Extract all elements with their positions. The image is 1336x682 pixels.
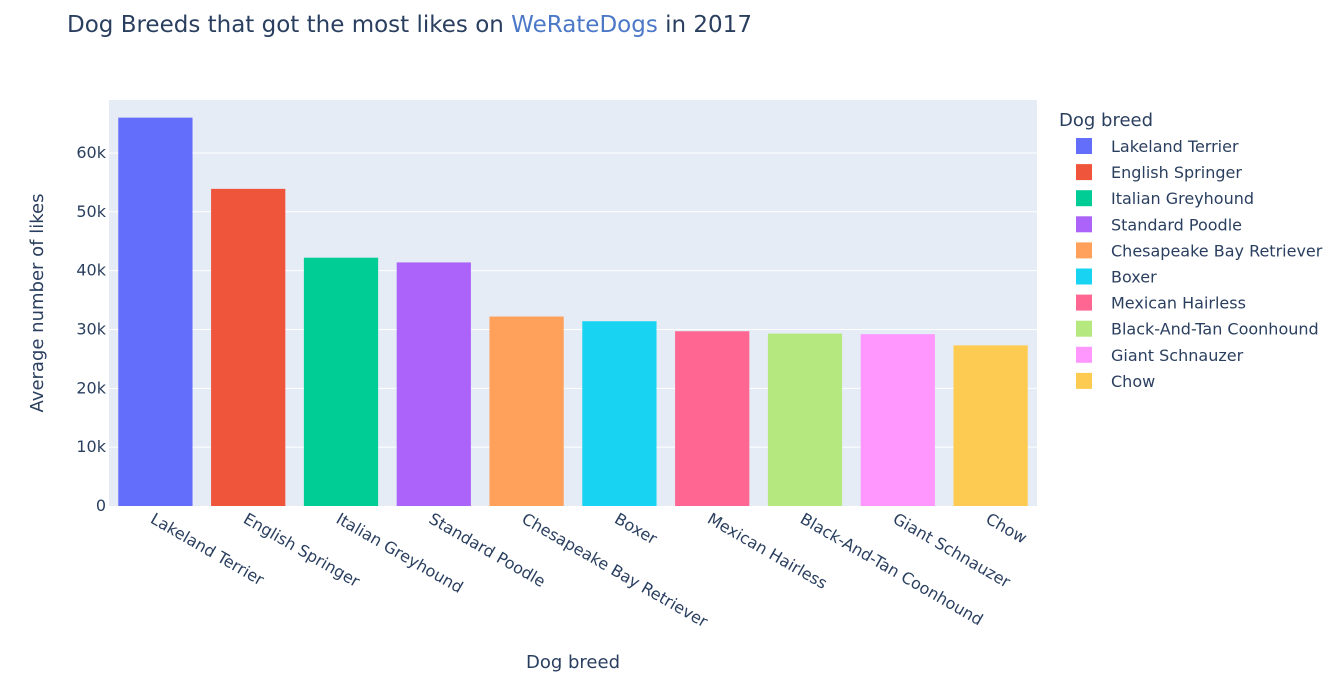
- legend-label: Mexican Hairless: [1111, 294, 1246, 313]
- bar[interactable]: [489, 316, 564, 506]
- x-tick-label: Boxer: [611, 509, 660, 549]
- legend-item[interactable]: Standard Poodle: [1076, 215, 1242, 234]
- legend-swatch: [1076, 320, 1092, 337]
- y-tick-label: 60k: [76, 143, 106, 162]
- legend-item[interactable]: Italian Greyhound: [1076, 189, 1254, 208]
- legend-swatch: [1076, 268, 1092, 285]
- chart-title: Dog Breeds that got the most likes on We…: [67, 12, 752, 38]
- y-tick-label: 30k: [76, 319, 106, 338]
- legend-label: Giant Schnauzer: [1111, 346, 1244, 365]
- bar[interactable]: [860, 334, 935, 506]
- y-tick-label: 20k: [76, 378, 106, 397]
- legend-swatch: [1076, 190, 1092, 207]
- legend-swatch: [1076, 346, 1092, 363]
- legend: Dog breed Lakeland Terrier English Spring…: [1059, 110, 1323, 391]
- legend-title: Dog breed: [1059, 110, 1153, 131]
- bar[interactable]: [396, 262, 471, 506]
- x-tick-label: Chow: [983, 509, 1031, 548]
- legend-item[interactable]: Black-And-Tan Coonhound: [1076, 320, 1319, 339]
- bar[interactable]: [303, 257, 379, 506]
- legend-item[interactable]: Lakeland Terrier: [1076, 137, 1239, 156]
- legend-swatch: [1076, 372, 1092, 389]
- legend-label: Chesapeake Bay Retriever: [1111, 241, 1323, 260]
- chart-title-link[interactable]: WeRateDogs: [511, 12, 658, 38]
- legend-item[interactable]: Boxer: [1076, 268, 1157, 287]
- y-tick-label: 50k: [76, 202, 106, 221]
- legend-swatch: [1076, 242, 1092, 259]
- x-tick-label: Black-And-Tan Coonhound: [797, 509, 986, 629]
- legend-label: Italian Greyhound: [1111, 189, 1254, 208]
- legend-item[interactable]: English Springer: [1076, 163, 1242, 182]
- legend-label: Black-And-Tan Coonhound: [1111, 320, 1319, 339]
- y-axis-title: Average number of likes: [27, 194, 48, 413]
- bar[interactable]: [953, 345, 1028, 506]
- y-tick-label: 40k: [76, 261, 106, 280]
- legend-swatch: [1076, 216, 1092, 233]
- bar[interactable]: [582, 321, 657, 506]
- legend-label: Chow: [1111, 372, 1155, 391]
- bar[interactable]: [211, 188, 286, 506]
- legend-swatch: [1076, 164, 1092, 181]
- bar[interactable]: [118, 117, 193, 507]
- bar[interactable]: [675, 331, 750, 506]
- legend-label: Standard Poodle: [1111, 215, 1242, 234]
- y-tick-label: 10k: [76, 437, 106, 456]
- legend-swatch: [1076, 138, 1092, 154]
- bars: [118, 117, 1028, 507]
- legend-label: Lakeland Terrier: [1111, 137, 1239, 156]
- y-tick-label: 0: [96, 496, 106, 515]
- legend-swatch: [1076, 294, 1092, 311]
- legend-label: English Springer: [1111, 163, 1242, 182]
- chart-title-prefix: Dog Breeds that got the most likes on: [67, 12, 511, 38]
- chart-title-suffix: in 2017: [658, 12, 752, 38]
- legend-item[interactable]: Giant Schnauzer: [1076, 346, 1244, 365]
- legend-item[interactable]: Mexican Hairless: [1076, 294, 1246, 313]
- bar[interactable]: [767, 333, 843, 506]
- legend-item[interactable]: Chow: [1076, 372, 1155, 391]
- y-axis-ticks: 0 10k 20k 30k 40k 50k 60k: [76, 143, 106, 515]
- legend-item[interactable]: Chesapeake Bay Retriever: [1076, 241, 1323, 260]
- legend-label: Boxer: [1111, 268, 1157, 287]
- x-axis-title: Dog breed: [526, 652, 620, 673]
